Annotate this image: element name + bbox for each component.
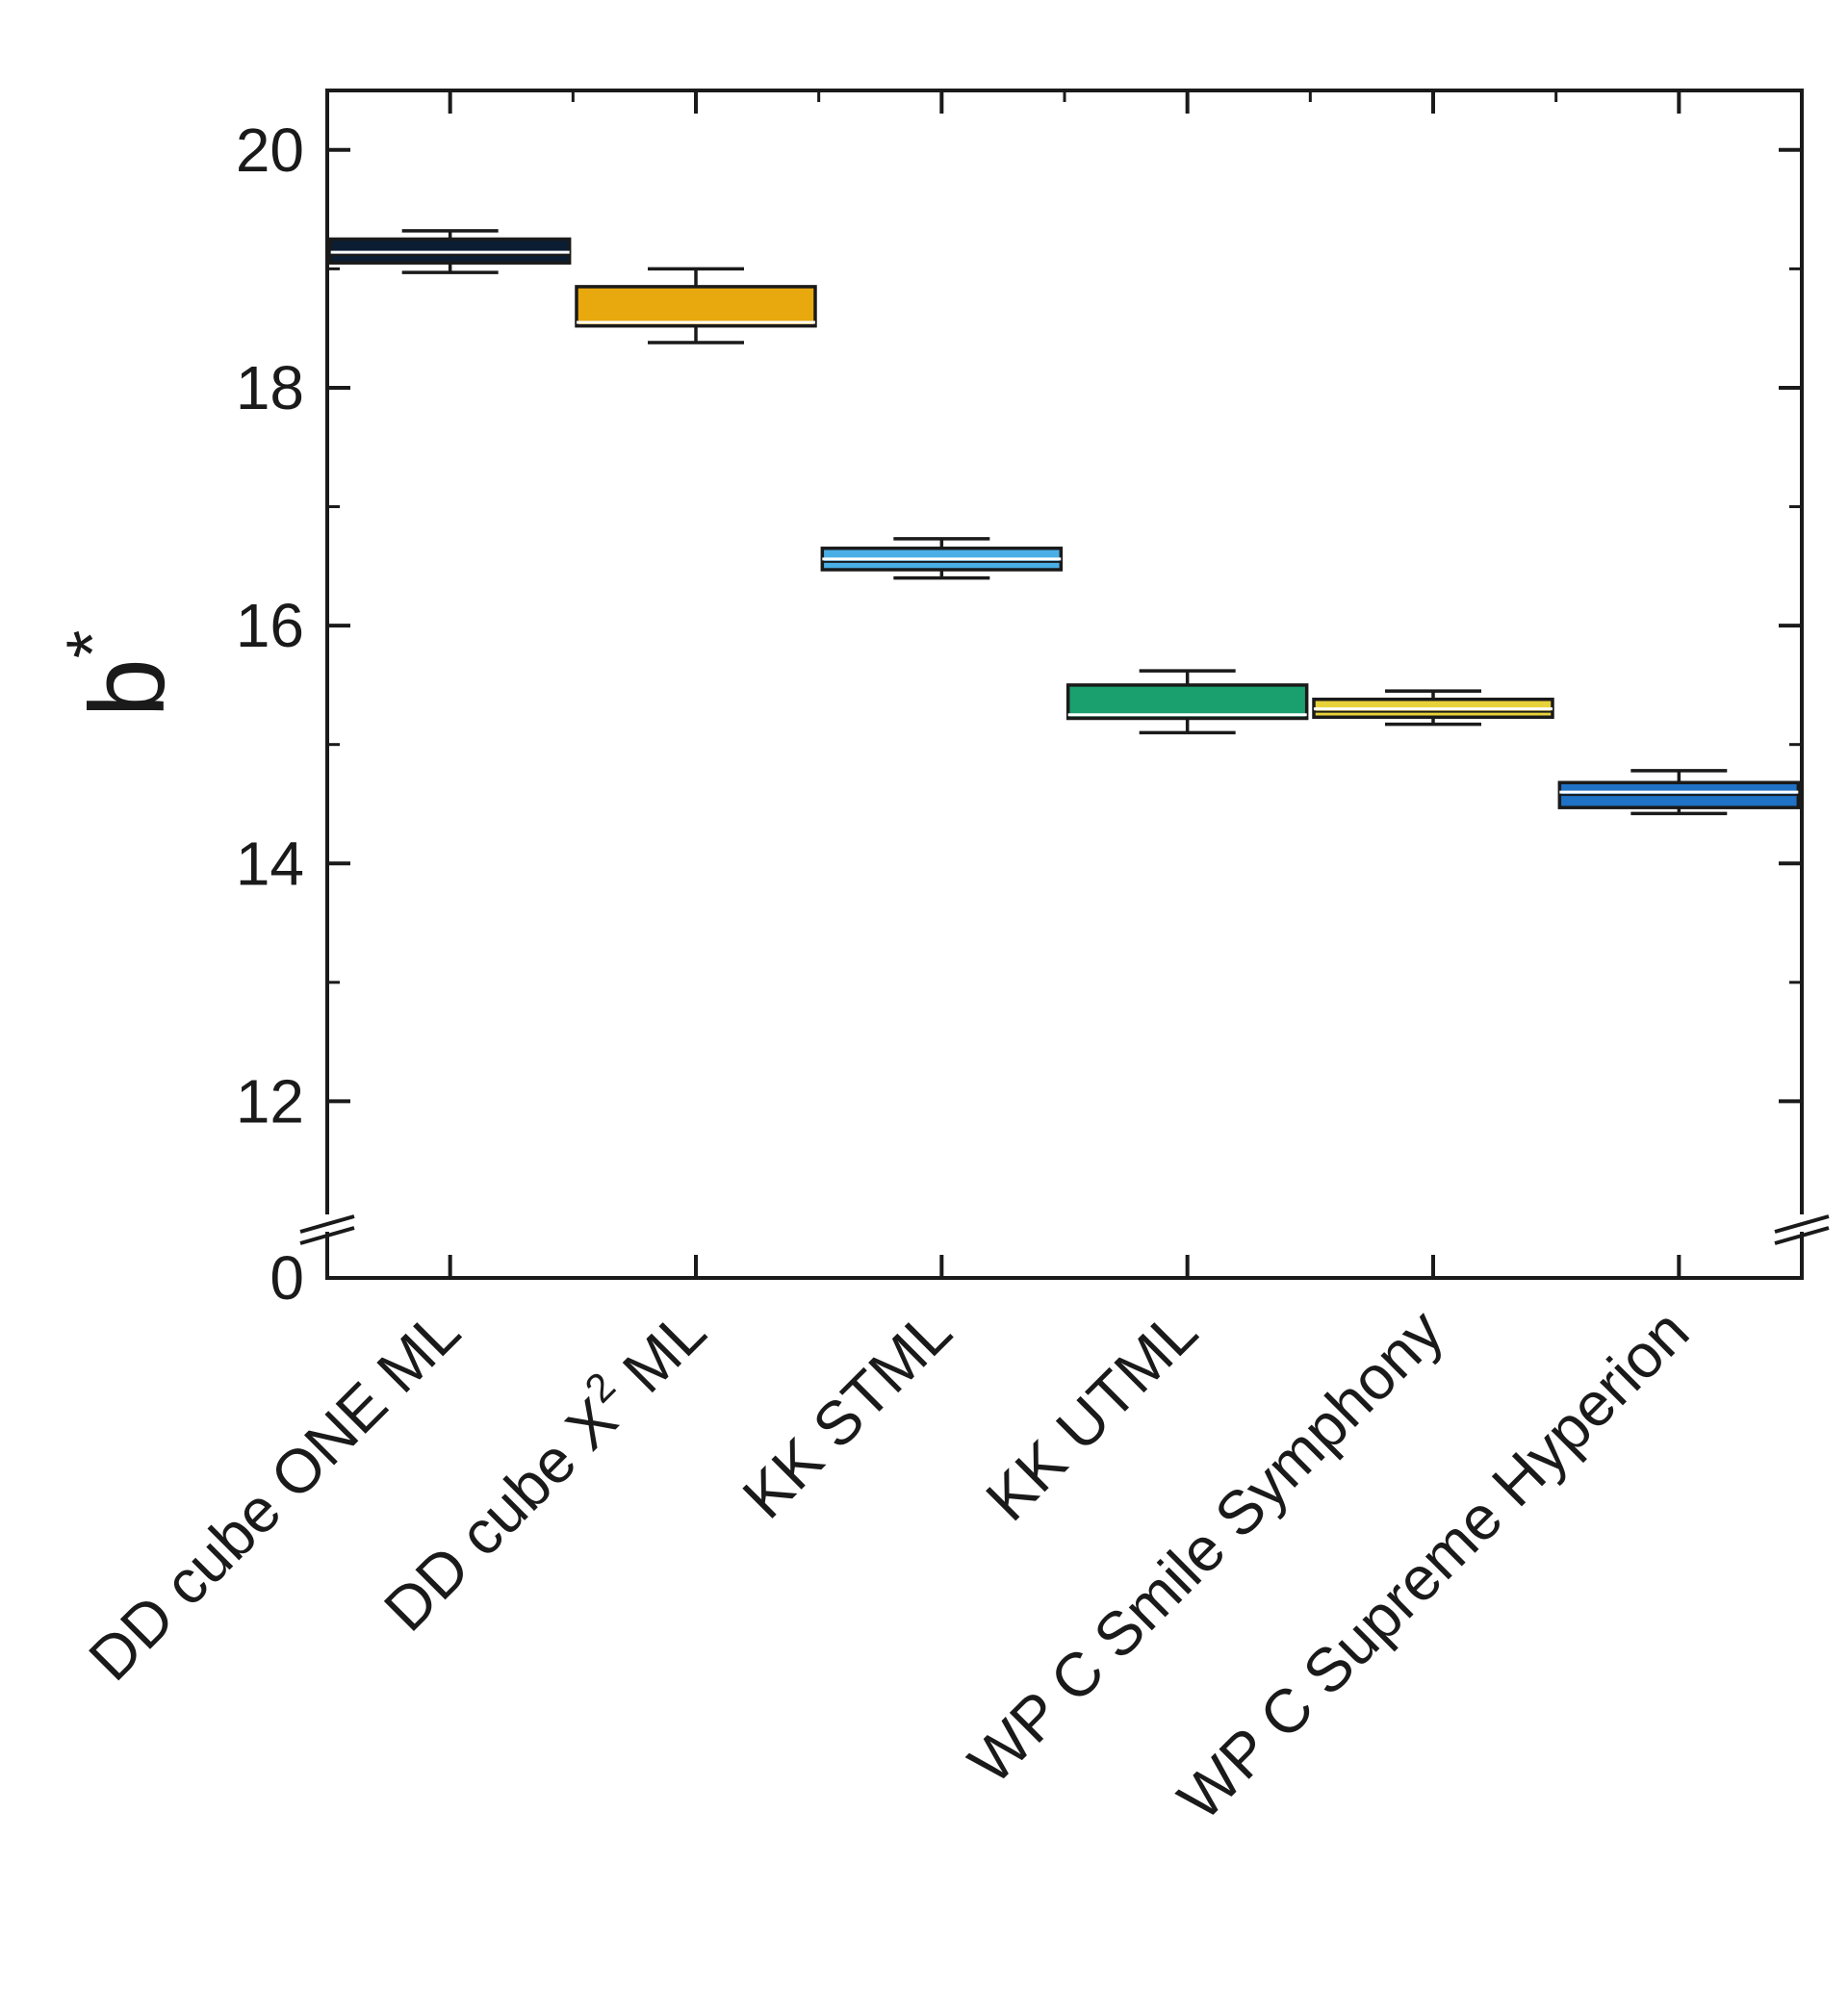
box-item bbox=[328, 229, 572, 274]
y-tick-label: 12 bbox=[236, 1066, 304, 1136]
plot-frame bbox=[325, 89, 1804, 1280]
y-tick-label: 16 bbox=[236, 591, 304, 660]
box-item bbox=[1312, 689, 1554, 727]
y-tick-label-zero: 0 bbox=[270, 1243, 304, 1313]
box-rect bbox=[1065, 683, 1309, 721]
plot-area bbox=[325, 89, 1804, 1280]
axis-break-slash bbox=[1774, 1214, 1830, 1234]
x-category-label: KK UTML bbox=[973, 1296, 1211, 1534]
box-rect bbox=[575, 285, 817, 328]
box-item bbox=[575, 267, 817, 345]
y-axis-tick-labels: 12 14 16 18 20 0 bbox=[236, 115, 304, 1313]
y-tick-label: 20 bbox=[236, 115, 304, 185]
y-axis-label: b* bbox=[52, 630, 187, 718]
y-tick-label: 18 bbox=[236, 353, 304, 422]
axis-break-slash bbox=[299, 1226, 355, 1245]
box-series bbox=[328, 229, 1801, 816]
x-category-label: WP C Smile Symphony bbox=[956, 1296, 1456, 1797]
x-category-label: KK STML bbox=[730, 1296, 965, 1532]
box-item bbox=[1065, 669, 1309, 735]
axis-break-marks bbox=[298, 1214, 1831, 1245]
box-item bbox=[820, 537, 1064, 580]
axis-break-slash bbox=[299, 1214, 355, 1234]
y-axis-ticks bbox=[327, 147, 1802, 1222]
x-axis-ticks bbox=[448, 90, 1681, 1278]
axis-break-slash bbox=[1774, 1226, 1830, 1245]
x-category-label: WP C Supreme Hyperion bbox=[1165, 1296, 1702, 1833]
box-item bbox=[1557, 769, 1801, 816]
y-tick-label: 14 bbox=[236, 829, 304, 898]
